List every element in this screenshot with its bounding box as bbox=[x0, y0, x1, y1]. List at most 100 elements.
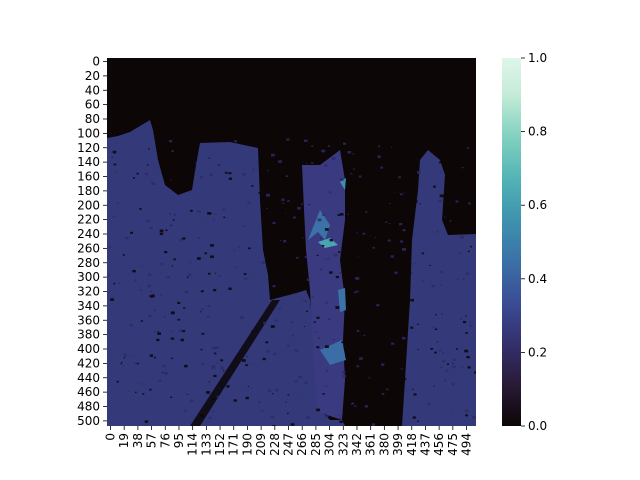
heatmap-speckle bbox=[220, 359, 224, 362]
heatmap-speckle bbox=[383, 384, 387, 387]
heatmap-speckle bbox=[335, 306, 340, 309]
heatmap-speckle bbox=[150, 294, 153, 296]
heatmap-speckle bbox=[200, 311, 202, 313]
heatmap-speckle bbox=[442, 352, 444, 354]
heatmap-speckle bbox=[358, 175, 362, 178]
heatmap-speckle bbox=[173, 258, 176, 261]
heatmap-speckle bbox=[139, 289, 143, 291]
heatmap-speckle bbox=[211, 410, 214, 413]
heatmap-speckle bbox=[381, 144, 384, 147]
x-tick-label: 266 bbox=[295, 433, 309, 456]
heatmap-speckle bbox=[356, 290, 359, 293]
heatmap-speckle bbox=[441, 359, 446, 363]
heatmap-speckle bbox=[318, 409, 320, 411]
heatmap-speckle bbox=[400, 256, 405, 260]
heatmap-speckle bbox=[466, 355, 470, 359]
heatmap-speckle bbox=[405, 263, 409, 266]
heatmap-speckle bbox=[311, 145, 314, 147]
heatmap-speckle bbox=[327, 318, 331, 321]
heatmap-speckle bbox=[171, 337, 175, 340]
heatmap-speckle bbox=[400, 240, 404, 243]
heatmap-speckle bbox=[113, 163, 117, 166]
heatmap-speckle bbox=[410, 326, 414, 329]
heatmap-speckle bbox=[324, 301, 328, 304]
heatmap-speckle bbox=[258, 192, 261, 194]
heatmap-speckle bbox=[275, 306, 277, 308]
heatmap-speckle bbox=[300, 203, 303, 205]
heatmap-speckle bbox=[393, 224, 397, 227]
heatmap-speckle bbox=[271, 153, 275, 157]
heatmap-speckle bbox=[226, 385, 230, 388]
heatmap-speckle bbox=[221, 385, 224, 388]
colorbar-tick-label: 0.8 bbox=[528, 125, 547, 139]
x-tick-label: 38 bbox=[131, 433, 145, 448]
heatmap-speckle bbox=[113, 215, 116, 218]
heatmap-speckle bbox=[413, 393, 417, 396]
heatmap-speckle bbox=[369, 235, 371, 237]
heatmap-speckle bbox=[432, 326, 436, 329]
heatmap-speckle bbox=[388, 223, 391, 225]
heatmap-speckle bbox=[376, 298, 381, 302]
colorbar-tick-label: 0.2 bbox=[528, 345, 547, 359]
heatmap-speckle bbox=[325, 369, 329, 372]
heatmap-speckle bbox=[321, 213, 325, 216]
heatmap-speckle bbox=[368, 375, 372, 379]
x-tick-label: 171 bbox=[227, 433, 241, 456]
heatmap-speckle bbox=[452, 365, 456, 369]
heatmap-speckle bbox=[245, 396, 249, 400]
heatmap-speckle bbox=[266, 302, 268, 303]
heatmap-speckle bbox=[228, 177, 233, 180]
heatmap-speckle bbox=[123, 353, 128, 357]
heatmap-speckle bbox=[347, 213, 349, 215]
heatmap-speckle bbox=[394, 271, 398, 274]
heatmap-speckle bbox=[469, 321, 472, 324]
heatmap-speckle bbox=[208, 157, 210, 159]
heatmap-speckle bbox=[461, 173, 465, 176]
x-tick-label: 190 bbox=[240, 433, 254, 456]
heatmap-speckle bbox=[128, 391, 130, 392]
heatmap-speckle bbox=[400, 145, 405, 149]
heatmap-speckle bbox=[164, 250, 168, 254]
heatmap-speckle bbox=[114, 170, 117, 173]
y-tick-label: 320 bbox=[77, 285, 100, 299]
heatmap-speckle bbox=[446, 363, 450, 365]
heatmap-speckle bbox=[151, 182, 156, 185]
heatmap-speckle bbox=[125, 236, 129, 240]
heatmap-speckle bbox=[162, 364, 166, 368]
y-tick-label: 220 bbox=[77, 213, 100, 227]
heatmap-speckle bbox=[207, 305, 211, 308]
heatmap-speckle bbox=[146, 164, 149, 166]
heatmap-speckle bbox=[455, 200, 459, 203]
heatmap-speckle bbox=[324, 345, 329, 349]
heatmap-speckle bbox=[431, 284, 435, 288]
colorbar-ticks: 0.0 0.2 0.4 0.6 0.8 1.0 bbox=[521, 51, 547, 433]
heatmap-speckle bbox=[212, 365, 216, 368]
heatmap-speckle bbox=[314, 330, 317, 333]
heatmap-speckle bbox=[403, 192, 406, 194]
heatmap-speckle bbox=[374, 236, 377, 238]
heatmap-speckle bbox=[362, 290, 365, 293]
heatmap-speckle bbox=[113, 282, 116, 285]
x-tick-label: 475 bbox=[446, 433, 460, 456]
heatmap-speckle bbox=[444, 216, 446, 218]
heatmap-speckle bbox=[347, 151, 352, 154]
heatmap-speckle bbox=[471, 416, 476, 419]
heatmap-speckle bbox=[291, 343, 293, 345]
heatmap-speckle bbox=[196, 257, 201, 260]
x-tick-label: 342 bbox=[350, 433, 364, 456]
heatmap-speckle bbox=[215, 346, 219, 349]
heatmap-speckle bbox=[412, 414, 414, 416]
heatmap-speckle bbox=[362, 382, 364, 384]
heatmap-speckle bbox=[316, 254, 319, 257]
heatmap-speckle bbox=[213, 352, 217, 355]
heatmap-speckle bbox=[339, 250, 342, 252]
y-tick-label: 480 bbox=[77, 400, 100, 414]
heatmap-speckle bbox=[459, 235, 464, 239]
heatmap-speckle bbox=[217, 164, 221, 167]
heatmap-speckle bbox=[224, 171, 228, 174]
heatmap-speckle bbox=[211, 398, 215, 401]
heatmap-speckle bbox=[222, 208, 226, 211]
heatmap-speckle bbox=[163, 316, 166, 318]
heatmap-speckle bbox=[287, 412, 289, 414]
heatmap-speckle bbox=[467, 147, 470, 149]
